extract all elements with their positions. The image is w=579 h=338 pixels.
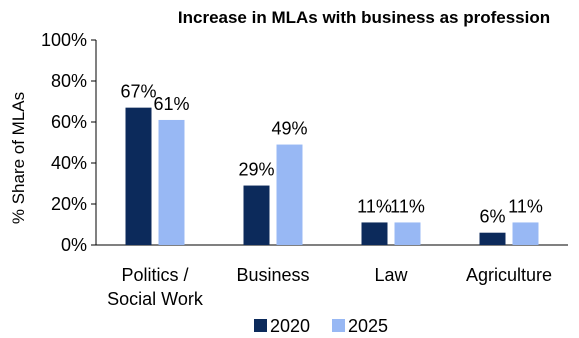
bar-2025-2 [394,222,421,245]
legend-label: 2025 [348,316,388,336]
bar-2020-3 [479,232,506,245]
category-label: Agriculture [466,265,552,285]
bar-2025-1 [276,144,303,245]
y-tick-label: 40% [51,153,87,173]
y-tick-label: 60% [51,112,87,132]
bar-2020-1 [243,185,270,245]
bar-2020-2 [361,222,388,245]
data-labels-group: 67%61%29%49%11%11%6%11% [120,82,542,227]
legend-label: 2020 [270,316,310,336]
legend-swatch [254,319,267,332]
category-label: Social Work [107,289,204,309]
y-tick-label: 100% [41,30,87,50]
data-label: 11% [390,196,425,216]
chart-title: Increase in MLAs with business as profes… [178,8,550,27]
data-label: 6% [479,207,505,227]
y-tick-label: 0% [61,235,87,255]
data-label: 11% [357,196,392,216]
data-label: 29% [238,160,274,180]
data-label: 49% [271,119,307,139]
category-label: Business [236,265,309,285]
bar-2020-0 [125,107,152,246]
bars-group [125,107,539,246]
category-label: Law [374,265,408,285]
data-label: 61% [153,94,189,114]
y-tick-label: 80% [51,71,87,91]
bar-2025-0 [158,119,185,245]
data-label: 11% [508,196,543,216]
category-labels-group: Politics / Social Work Business Law Agricult… [107,265,552,309]
y-axis-label: % Share of MLAs [9,92,28,224]
y-axis-ticks: 0% 20% 40% 60% 80% 100% [41,30,96,255]
legend-swatch [332,319,345,332]
y-tick-label: 20% [51,194,87,214]
data-label: 67% [120,82,156,102]
category-label: Politics / [121,265,188,285]
legend: 2020 2025 [254,316,388,336]
bar-2025-3 [512,222,539,245]
